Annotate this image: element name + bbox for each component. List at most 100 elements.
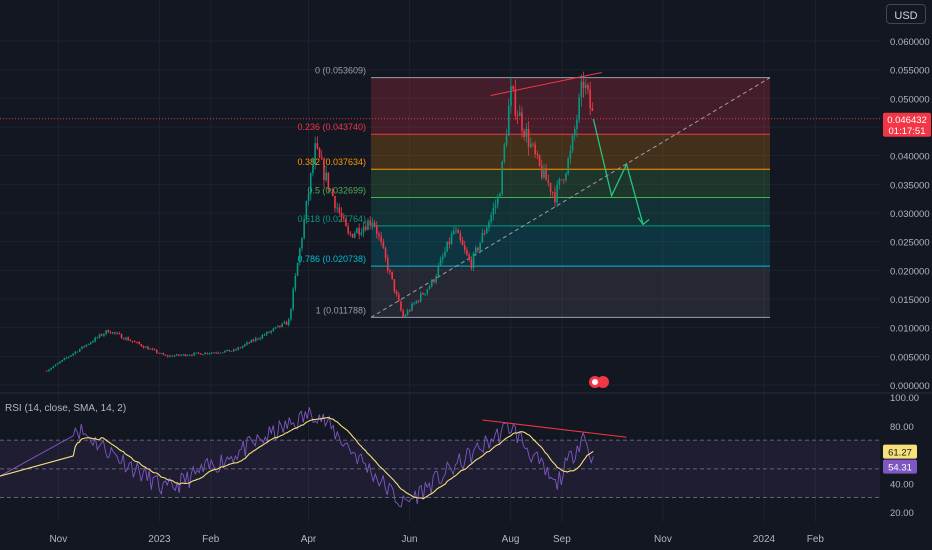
candle-body xyxy=(461,240,464,246)
candle-body xyxy=(404,315,407,317)
candle-body xyxy=(338,207,341,213)
candle-body xyxy=(318,148,321,158)
time-tick-label: Feb xyxy=(807,534,825,545)
candle-body xyxy=(184,354,187,356)
candle-body xyxy=(241,346,244,348)
candle-body xyxy=(492,207,495,215)
candle-body xyxy=(142,346,145,348)
event-markers[interactable] xyxy=(589,376,609,388)
candle-body xyxy=(81,346,83,350)
fib-trend-line xyxy=(370,77,771,318)
candle-body xyxy=(94,337,96,342)
time-tick-label: Feb xyxy=(202,534,220,545)
time-axis[interactable]: Nov 2023 Feb Apr Jun Aug Sep Nov 2024 Feb xyxy=(49,534,824,545)
candle-body xyxy=(127,337,129,341)
candle-body xyxy=(283,321,286,324)
candle-body xyxy=(417,300,420,302)
candle-body xyxy=(327,172,330,190)
candle-body xyxy=(483,233,486,234)
candle-body xyxy=(254,338,257,341)
candle-body xyxy=(188,354,191,356)
candle-body xyxy=(252,339,255,341)
candle-body xyxy=(237,347,239,350)
rsi-tick-label: 80.00 xyxy=(890,422,914,433)
candle-body xyxy=(573,129,576,136)
price-tick-label: 0.060000 xyxy=(890,37,930,48)
candle-body xyxy=(408,310,411,312)
candle-body xyxy=(63,358,66,360)
candle-body xyxy=(426,289,429,294)
candle-body xyxy=(435,276,437,283)
candle-body xyxy=(353,233,356,238)
candle-body xyxy=(274,327,277,329)
candle-body xyxy=(507,105,510,136)
currency-button[interactable]: USD xyxy=(886,4,926,24)
candle-body xyxy=(147,346,149,350)
fib-level-label: 0.236 (0.043740) xyxy=(297,122,366,132)
candle-body xyxy=(105,330,107,334)
candle-body xyxy=(138,342,140,345)
candle-body xyxy=(72,353,74,356)
candle-body xyxy=(263,334,266,336)
candle-body xyxy=(450,233,453,245)
fib-zone xyxy=(371,77,770,135)
candle-body xyxy=(314,143,316,164)
candle-body xyxy=(323,159,325,181)
candle-body xyxy=(444,251,446,257)
candle-body xyxy=(120,333,123,339)
candle-body xyxy=(501,161,503,195)
candle-body xyxy=(349,233,352,234)
candle-body xyxy=(175,354,178,356)
candle-body xyxy=(329,189,332,190)
candle-body xyxy=(560,179,563,181)
price-axis[interactable]: 0.0600000.0550000.0500000.0450000.040000… xyxy=(883,37,931,392)
candle-body xyxy=(111,332,114,334)
candle-body xyxy=(100,334,103,336)
candle-body xyxy=(351,233,354,238)
candle-body xyxy=(177,354,180,356)
candle-body xyxy=(296,262,299,276)
candle-body xyxy=(276,325,279,328)
candle-body xyxy=(107,330,110,333)
candle-body xyxy=(459,233,462,241)
fib-zone xyxy=(371,225,770,267)
candle-body xyxy=(373,222,376,226)
candle-body xyxy=(428,286,431,290)
candle-body xyxy=(367,220,369,231)
current-price-badge xyxy=(883,112,931,137)
candle-body xyxy=(74,351,77,354)
candle-body xyxy=(591,107,594,111)
candle-body xyxy=(540,165,543,178)
projection-path[interactable] xyxy=(592,118,650,226)
candle-body xyxy=(510,86,512,106)
candle-body xyxy=(441,256,444,260)
price-tick-label: 0.055000 xyxy=(890,66,930,77)
fib-level-label: 0.382 (0.037634) xyxy=(297,157,366,167)
candle-body xyxy=(52,366,55,369)
candle-body xyxy=(499,194,501,197)
candle-body xyxy=(424,293,426,295)
candle-body xyxy=(336,207,338,209)
candle-body xyxy=(76,351,79,353)
candle-body xyxy=(210,352,213,354)
candle-body xyxy=(558,179,561,185)
candle-body xyxy=(567,158,569,174)
candle-body xyxy=(248,342,250,344)
candle-body xyxy=(340,212,343,218)
fib-level-label: 1 (0.011788) xyxy=(316,305,366,315)
candle-body xyxy=(54,364,57,367)
candle-body xyxy=(466,249,468,255)
fibonacci-retracement[interactable]: 0 (0.053609) 0.236 (0.043740) 0.382 (0.037… xyxy=(297,66,771,318)
candle-body xyxy=(298,248,301,263)
candle-body xyxy=(512,86,514,90)
candle-body xyxy=(325,172,327,181)
fib-level-label: 0.786 (0.020738) xyxy=(297,254,366,264)
candle-body xyxy=(45,370,48,372)
candle-body xyxy=(569,150,572,159)
candle-body xyxy=(470,259,473,268)
candle-body xyxy=(584,84,587,88)
candle-body xyxy=(331,189,334,197)
candle-body xyxy=(83,346,85,348)
